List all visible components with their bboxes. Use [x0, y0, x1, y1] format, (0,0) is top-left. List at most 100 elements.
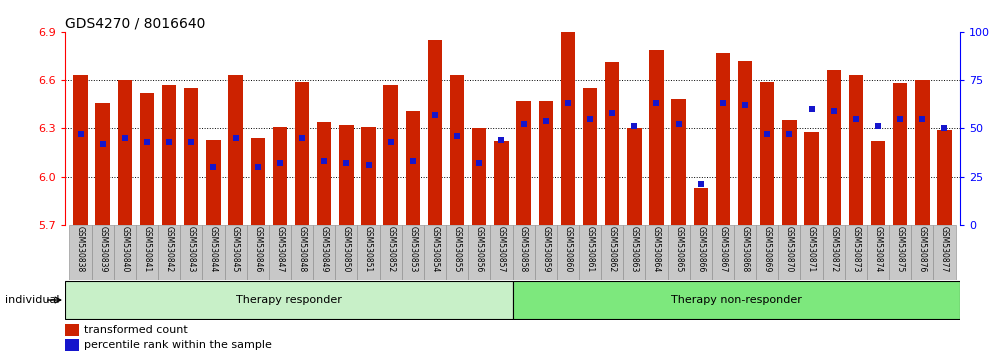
Bar: [317, 122, 331, 225]
Bar: [561, 22, 575, 225]
Text: GSM530850: GSM530850: [342, 227, 351, 273]
Bar: [140, 93, 154, 225]
Bar: [933, 225, 956, 280]
Bar: [871, 141, 885, 225]
Bar: [380, 225, 402, 280]
Bar: [65, 281, 512, 319]
Bar: [273, 127, 287, 225]
Point: [117, 135, 133, 141]
Bar: [450, 75, 464, 225]
Bar: [668, 225, 690, 280]
Point: [205, 164, 221, 170]
Text: GSM530862: GSM530862: [608, 227, 617, 273]
Bar: [516, 101, 531, 225]
Text: GSM530876: GSM530876: [918, 227, 927, 273]
Bar: [162, 85, 176, 225]
Bar: [800, 225, 823, 280]
Text: GSM530874: GSM530874: [874, 227, 883, 273]
Bar: [180, 225, 202, 280]
Text: GSM530841: GSM530841: [142, 227, 151, 273]
Bar: [406, 111, 420, 225]
Bar: [827, 70, 841, 225]
Bar: [804, 132, 819, 225]
Bar: [247, 225, 269, 280]
Bar: [184, 88, 198, 225]
Text: GSM530851: GSM530851: [364, 227, 373, 273]
Text: GSM530855: GSM530855: [453, 227, 462, 273]
Text: GSM530871: GSM530871: [807, 227, 816, 273]
Bar: [295, 82, 309, 225]
Point: [737, 102, 753, 108]
Bar: [539, 101, 553, 225]
Bar: [446, 225, 468, 280]
Bar: [468, 225, 490, 280]
Text: GSM530847: GSM530847: [275, 227, 284, 273]
Point: [228, 135, 244, 141]
Bar: [893, 83, 907, 225]
Point: [826, 108, 842, 114]
Bar: [95, 103, 110, 225]
Point: [471, 160, 487, 166]
Point: [183, 139, 199, 145]
Bar: [158, 225, 180, 280]
Bar: [251, 138, 265, 225]
Text: GSM530843: GSM530843: [187, 227, 196, 273]
Bar: [65, 324, 79, 336]
Bar: [357, 225, 380, 280]
Text: GSM530857: GSM530857: [497, 227, 506, 273]
Bar: [339, 125, 354, 225]
Bar: [823, 225, 845, 280]
Text: GSM530839: GSM530839: [98, 227, 107, 273]
Bar: [690, 225, 712, 280]
Bar: [535, 225, 557, 280]
Point: [648, 101, 664, 106]
Bar: [136, 225, 158, 280]
Bar: [557, 225, 579, 280]
Point: [715, 101, 731, 106]
Text: GSM530840: GSM530840: [120, 227, 129, 273]
Text: GSM530849: GSM530849: [320, 227, 329, 273]
Bar: [361, 127, 376, 225]
Bar: [269, 225, 291, 280]
Point: [161, 139, 177, 145]
Bar: [228, 75, 243, 225]
Text: GSM530870: GSM530870: [785, 227, 794, 273]
Text: GSM530852: GSM530852: [386, 227, 395, 273]
Point: [449, 133, 465, 139]
Text: GSM530873: GSM530873: [851, 227, 860, 273]
Point: [892, 116, 908, 121]
Point: [914, 116, 930, 121]
Bar: [512, 281, 960, 319]
Point: [538, 118, 554, 124]
Bar: [867, 225, 889, 280]
Point: [361, 162, 377, 168]
Bar: [65, 339, 79, 350]
Text: GSM530864: GSM530864: [652, 227, 661, 273]
Text: GSM530877: GSM530877: [940, 227, 949, 273]
Bar: [472, 129, 486, 225]
Bar: [623, 225, 645, 280]
Bar: [756, 225, 778, 280]
Point: [870, 124, 886, 129]
Bar: [601, 225, 623, 280]
Point: [383, 139, 399, 145]
Point: [936, 125, 952, 131]
Point: [139, 139, 155, 145]
Text: GSM530865: GSM530865: [674, 227, 683, 273]
Point: [294, 135, 310, 141]
Bar: [671, 99, 686, 225]
Point: [516, 122, 532, 127]
Bar: [114, 225, 136, 280]
Bar: [73, 75, 88, 225]
Bar: [225, 225, 247, 280]
Text: Therapy non-responder: Therapy non-responder: [671, 295, 802, 305]
Text: GSM530860: GSM530860: [563, 227, 572, 273]
Point: [316, 158, 332, 164]
Bar: [583, 88, 597, 225]
Point: [427, 112, 443, 118]
Text: GSM530868: GSM530868: [741, 227, 750, 273]
Point: [781, 131, 797, 137]
Point: [671, 122, 687, 127]
Point: [405, 158, 421, 164]
Bar: [494, 141, 509, 225]
